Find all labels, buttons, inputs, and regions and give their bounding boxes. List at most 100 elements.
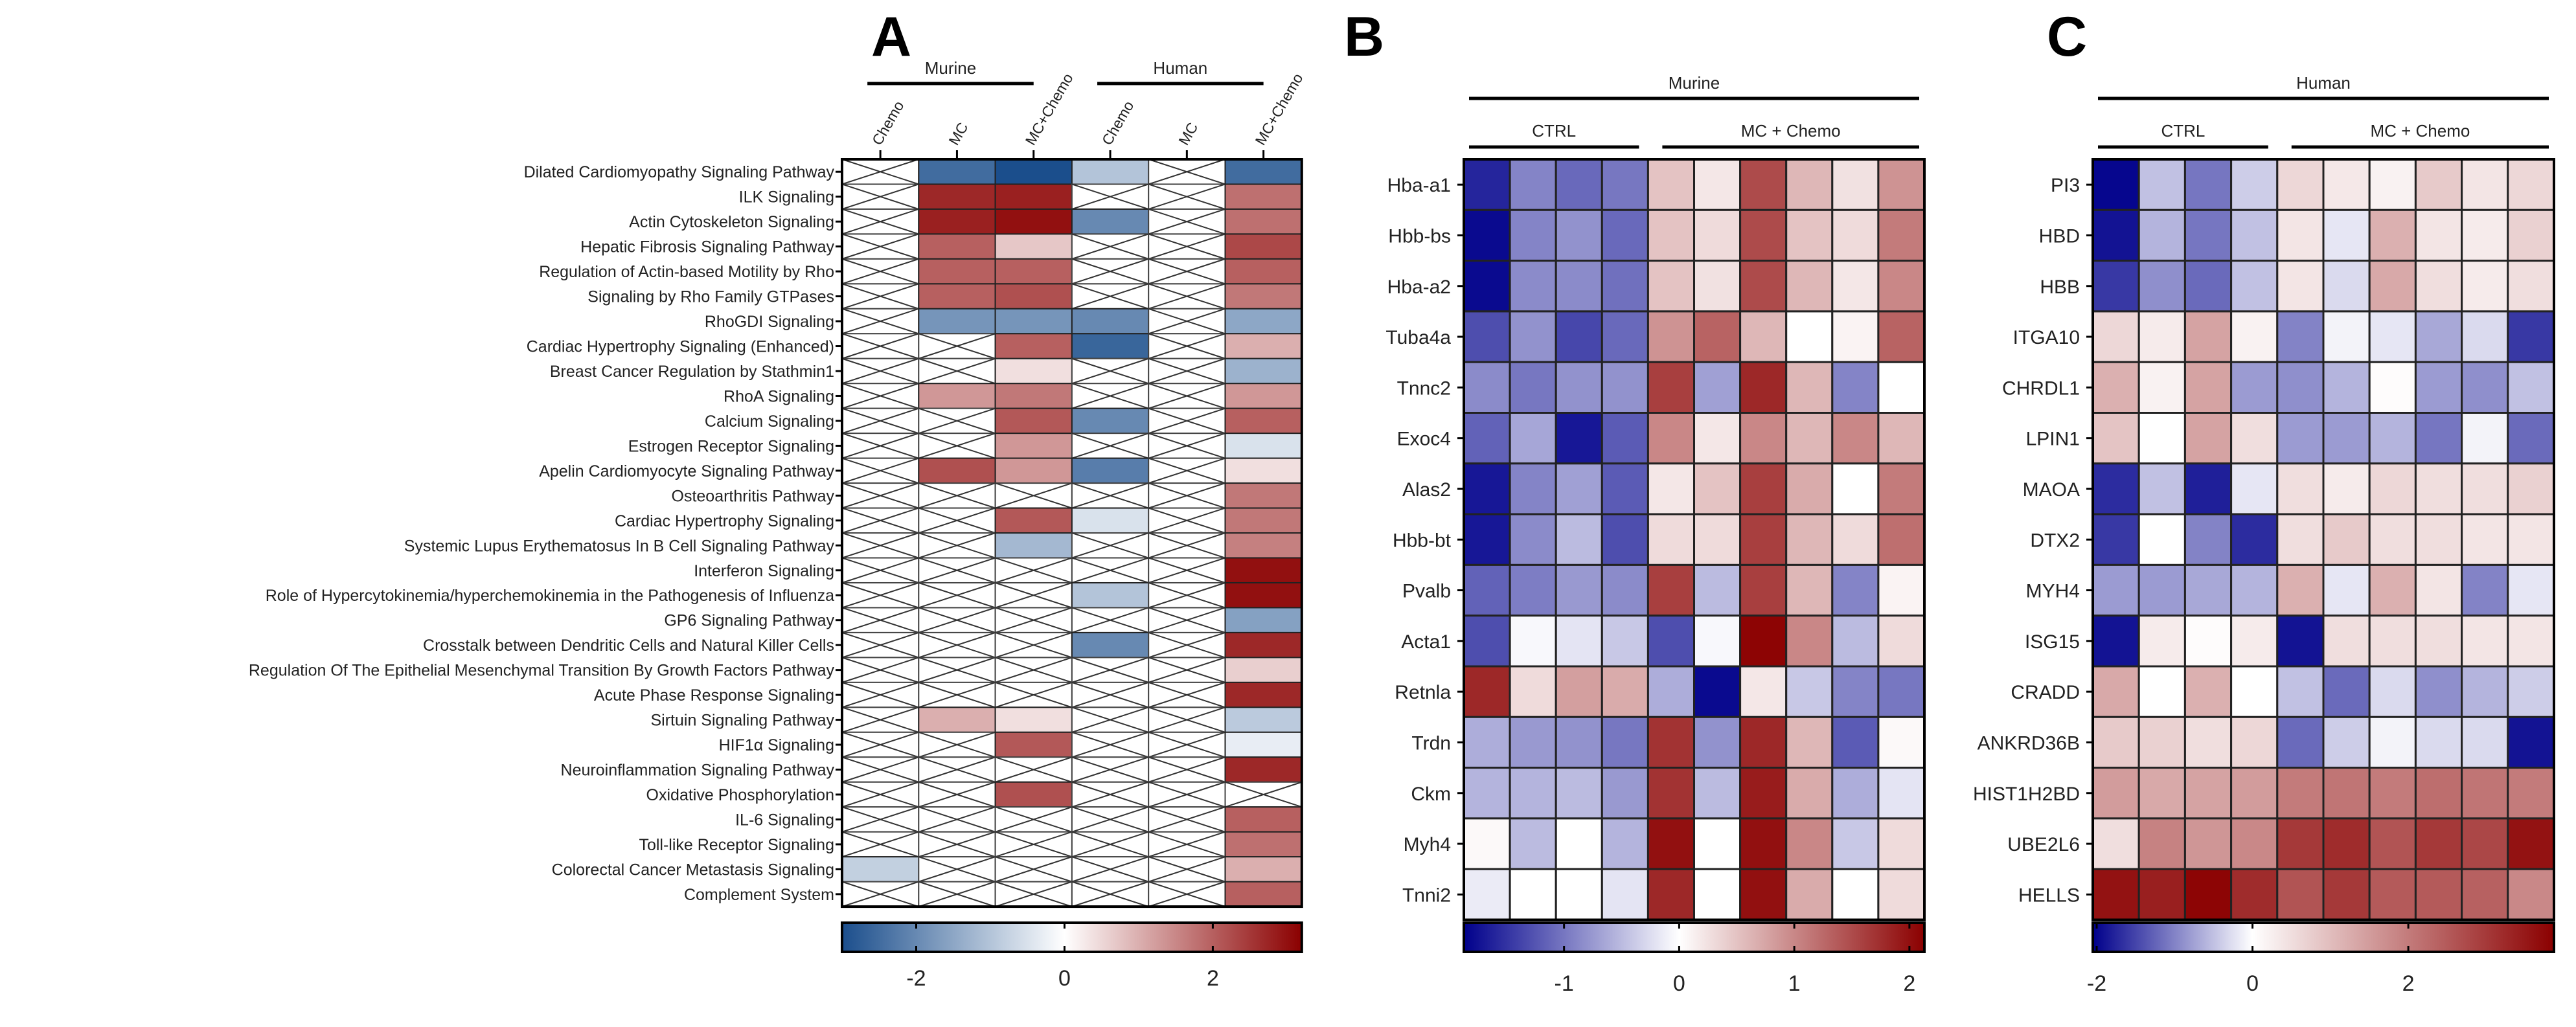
heatmap-cell xyxy=(2507,310,2555,363)
heatmap-cell xyxy=(1739,513,1788,566)
cross-mark xyxy=(841,631,919,659)
heatmap-cell xyxy=(994,208,1073,235)
missing-cell xyxy=(1148,208,1226,235)
colorbar xyxy=(1463,921,1926,953)
missing-cell xyxy=(1148,233,1226,260)
heatmap-cell xyxy=(1647,209,1695,262)
heatmap-cell xyxy=(2183,868,2233,921)
heatmap-cell xyxy=(2276,209,2325,262)
missing-cell xyxy=(1148,607,1226,633)
heatmap-cell xyxy=(1509,209,1557,262)
heatmap-cell xyxy=(2276,260,2325,313)
heatmap-cell xyxy=(1831,665,1880,718)
heatmap-cell xyxy=(1785,716,1834,769)
missing-cell xyxy=(841,407,920,435)
missing-cell xyxy=(994,607,1073,633)
heatmap-cell xyxy=(994,507,1073,534)
row-label: Acta1 xyxy=(1401,631,1451,653)
missing-cell xyxy=(1148,407,1226,435)
heatmap-cell xyxy=(1555,615,1603,668)
heatmap-cell xyxy=(1739,209,1788,262)
heatmap-cell xyxy=(1693,817,1742,870)
heatmap-cell xyxy=(1877,513,1926,566)
heatmap-cell xyxy=(2414,462,2463,515)
heatmap-cell xyxy=(2276,563,2325,617)
row-label: Regulation of Actin-based Motility by Rh… xyxy=(539,263,834,281)
heatmap-cell xyxy=(2368,767,2417,820)
heatmap-cell xyxy=(1555,361,1603,414)
colorbar-tick-label: 2 xyxy=(1207,966,1219,991)
heatmap-cell xyxy=(1785,412,1834,465)
heatmap-cell xyxy=(1071,407,1150,435)
panel-letter: C xyxy=(2047,6,2087,68)
cross-mark xyxy=(1148,457,1225,484)
heatmap-cell xyxy=(994,233,1073,260)
heatmap-cell xyxy=(2461,817,2509,870)
heatmap-cell xyxy=(1224,681,1303,708)
row-label: Hbb-bs xyxy=(1388,225,1451,247)
heatmap-cell xyxy=(1831,716,1880,769)
missing-cell xyxy=(918,607,996,633)
row-label: Acute Phase Response Signaling xyxy=(594,686,834,705)
missing-cell xyxy=(1071,781,1150,808)
heatmap-cell xyxy=(918,258,996,285)
row-label: Hepatic Fibrosis Signaling Pathway xyxy=(580,238,834,256)
cross-mark xyxy=(1071,731,1149,758)
missing-cell xyxy=(841,482,920,509)
missing-cell xyxy=(841,258,920,285)
cross-mark xyxy=(841,831,919,858)
heatmap-cell xyxy=(1785,817,1834,870)
missing-cell xyxy=(918,357,996,385)
heatmap-cell xyxy=(1463,513,1511,566)
column-label: MC xyxy=(1175,120,1201,148)
missing-cell xyxy=(841,706,920,733)
heatmap-cell xyxy=(2230,513,2279,566)
heatmap-cell xyxy=(1785,361,1834,414)
heatmap-cell xyxy=(2137,817,2186,870)
heatmap-cell xyxy=(2092,158,2140,211)
missing-cell xyxy=(841,532,920,559)
heatmap-cell xyxy=(1509,767,1557,820)
heatmap-cell xyxy=(1877,260,1926,313)
panel-letter: A xyxy=(871,6,911,68)
heatmap-cell xyxy=(1877,361,1926,414)
heatmap-cell xyxy=(994,333,1073,359)
missing-cell xyxy=(841,607,920,633)
missing-cell xyxy=(1148,631,1226,659)
heatmap-cell xyxy=(1071,308,1150,335)
cross-mark xyxy=(918,407,996,435)
row-label: Cardiac Hypertrophy Signaling (Enhanced) xyxy=(527,338,834,356)
heatmap-cell xyxy=(1693,767,1742,820)
group-label: CTRL xyxy=(2161,121,2205,141)
heatmap-cell xyxy=(1509,260,1557,313)
missing-cell xyxy=(1071,258,1150,285)
cross-mark xyxy=(841,308,919,335)
cross-mark xyxy=(918,557,996,583)
heatmap-cell xyxy=(918,183,996,210)
heatmap-cell xyxy=(1224,731,1303,758)
missing-cell xyxy=(918,681,996,708)
missing-cell xyxy=(994,856,1073,883)
missing-cell xyxy=(1148,581,1226,609)
heatmap-cell xyxy=(2414,665,2463,718)
heatmap-cell xyxy=(2414,513,2463,566)
cross-mark xyxy=(841,806,919,833)
heatmap-cell xyxy=(1831,563,1880,617)
cross-mark xyxy=(1148,881,1225,908)
heatmap-cell xyxy=(1463,260,1511,313)
heatmap-cell xyxy=(2092,767,2140,820)
colorbar-tick-label: -2 xyxy=(906,966,926,991)
row-label: Tuba4a xyxy=(1385,327,1451,348)
heatmap-cell xyxy=(1601,209,1649,262)
heatmap-cell xyxy=(1463,767,1511,820)
heatmap-cell xyxy=(2507,158,2555,211)
missing-cell xyxy=(918,631,996,659)
missing-cell xyxy=(918,507,996,534)
heatmap-cell xyxy=(1509,665,1557,718)
heatmap-cell xyxy=(2183,361,2233,414)
missing-cell xyxy=(1148,258,1226,285)
cross-mark xyxy=(841,383,919,409)
heatmap-cell xyxy=(2322,767,2371,820)
heatmap-cell xyxy=(2137,716,2186,769)
heatmap-cell xyxy=(1693,615,1742,668)
